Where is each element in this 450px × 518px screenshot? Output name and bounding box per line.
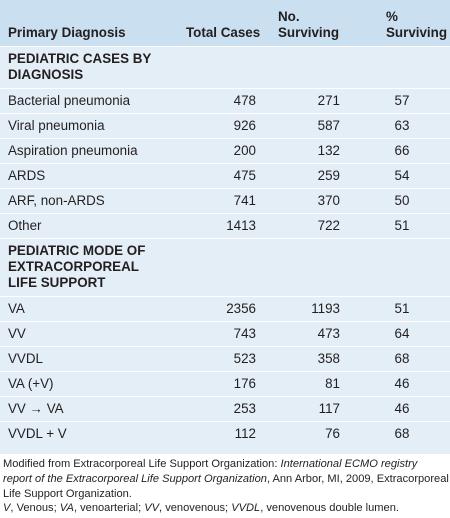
total-cases-cell: 1413 xyxy=(226,217,256,233)
row-label: ARDS xyxy=(8,167,46,183)
percent-surviving-cell: 68 xyxy=(394,425,410,441)
row-label: VA (+V) xyxy=(8,375,54,391)
row-label: Aspiration pneumonia xyxy=(8,142,138,158)
table-row: VVDL + V 112 76 68 xyxy=(0,421,450,446)
total-cases-cell: 2356 xyxy=(226,300,256,316)
percent-surviving-cell: 46 xyxy=(394,400,410,416)
abbr-term: V xyxy=(3,502,11,515)
no-surviving-cell: 370 xyxy=(317,192,340,208)
total-cases-cell: 926 xyxy=(233,117,256,133)
survival-table-panel: Primary Diagnosis Total Cases No. Surviv… xyxy=(0,0,450,454)
percent-surviving-cell: 64 xyxy=(394,325,410,341)
table-row: VV → VA 253 117 46 xyxy=(0,396,450,421)
no-surviving-cell: 722 xyxy=(317,217,340,233)
abbr-meaning: , venovenous double lumen. xyxy=(260,502,399,515)
table-row: ARF, non-ARDS 741 370 50 xyxy=(0,188,450,213)
no-surviving-cell: 132 xyxy=(317,142,340,158)
total-cases-cell: 176 xyxy=(233,375,256,391)
header-total-cases: Total Cases xyxy=(186,24,261,40)
total-cases-cell: 478 xyxy=(233,92,256,108)
source-note: Modified from Extracorporeal Life Suppor… xyxy=(3,457,449,501)
abbr-term: VVDL xyxy=(231,502,261,515)
abbr-meaning: , venovenous; xyxy=(159,502,232,515)
section-empty-cell xyxy=(176,238,264,296)
table-row: VA (+V) 176 81 46 xyxy=(0,371,450,396)
source-prefix: Modified from Extracorporeal Life Suppor… xyxy=(3,458,281,470)
total-cases-cell: 523 xyxy=(233,350,256,366)
row-label: ARF, non-ARDS xyxy=(8,192,105,208)
section-title: PEDIATRIC CASES BY DIAGNOSIS xyxy=(8,50,152,82)
header-primary-diagnosis: Primary Diagnosis xyxy=(8,24,126,40)
section-empty-cell xyxy=(176,46,264,88)
percent-surviving-cell: 63 xyxy=(394,117,410,133)
total-cases-cell: 200 xyxy=(233,142,256,158)
row-label: VVDL + V xyxy=(8,425,67,441)
table-row: VV 743 473 64 xyxy=(0,321,450,346)
no-surviving-cell: 473 xyxy=(317,325,340,341)
section-header-row: PEDIATRIC MODE OF EXTRACORPOREAL LIFE SU… xyxy=(0,238,450,296)
table-row: VA 2356 1193 51 xyxy=(0,296,450,321)
percent-surviving-cell: 51 xyxy=(394,300,410,316)
percent-surviving-cell: 50 xyxy=(394,192,410,208)
table-header-row: Primary Diagnosis Total Cases No. Surviv… xyxy=(0,0,450,46)
abbreviations-note: V, Venous; VA, venoarterial; VV, venoven… xyxy=(3,501,449,516)
table-footnote: Modified from Extracorporeal Life Suppor… xyxy=(3,457,449,516)
survival-table: Primary Diagnosis Total Cases No. Surviv… xyxy=(0,0,450,446)
percent-surviving-cell: 68 xyxy=(394,350,410,366)
percent-surviving-cell: 54 xyxy=(394,167,410,183)
total-cases-cell: 112 xyxy=(234,425,256,441)
row-label: Other xyxy=(8,217,42,233)
abbr-term: VV xyxy=(144,502,160,515)
source-title: International ECMO registry report of th… xyxy=(3,458,418,485)
no-surviving-cell: 259 xyxy=(317,167,340,183)
section-title: PEDIATRIC MODE OF EXTRACORPOREAL LIFE SU… xyxy=(8,242,146,290)
abbr-term: VA xyxy=(59,502,74,515)
no-surviving-cell: 81 xyxy=(325,375,340,391)
row-label: VV → VA xyxy=(8,400,64,416)
percent-surviving-cell: 46 xyxy=(394,375,410,391)
section-empty-cell xyxy=(264,238,354,296)
abbr-meaning: , Venous; xyxy=(10,502,60,515)
table-row: ARDS 475 259 54 xyxy=(0,163,450,188)
total-cases-cell: 253 xyxy=(233,400,256,416)
section-header-row: PEDIATRIC CASES BY DIAGNOSIS xyxy=(0,46,450,88)
section-empty-cell xyxy=(354,238,450,296)
percent-surviving-cell: 51 xyxy=(394,217,410,233)
total-cases-cell: 741 xyxy=(233,192,256,208)
table-row: VVDL 523 358 68 xyxy=(0,346,450,371)
no-surviving-cell: 587 xyxy=(317,117,340,133)
table-row: Viral pneumonia 926 587 63 xyxy=(0,113,450,138)
section-empty-cell xyxy=(264,46,354,88)
row-label: Bacterial pneumonia xyxy=(8,92,131,108)
no-surviving-cell: 76 xyxy=(325,425,340,441)
no-surviving-cell: 271 xyxy=(317,92,340,108)
section-empty-cell xyxy=(354,46,450,88)
no-surviving-cell: 358 xyxy=(317,350,340,366)
abbr-meaning: , venoarterial; xyxy=(73,502,145,515)
percent-surviving-cell: 66 xyxy=(394,142,410,158)
no-surviving-cell: 1193 xyxy=(311,300,340,316)
table-row: Bacterial pneumonia 478 271 57 xyxy=(0,88,450,113)
row-label: VA xyxy=(8,300,25,316)
total-cases-cell: 743 xyxy=(233,325,256,341)
table-row: Aspiration pneumonia 200 132 66 xyxy=(0,138,450,163)
row-label: Viral pneumonia xyxy=(8,117,105,133)
percent-surviving-cell: 57 xyxy=(394,92,410,108)
no-surviving-cell: 117 xyxy=(318,400,340,416)
table-row: Other 1413 722 51 xyxy=(0,213,450,238)
row-label: VV xyxy=(8,325,26,341)
header-no-surviving: No. Surviving xyxy=(278,8,340,40)
row-label: VVDL xyxy=(8,350,43,366)
total-cases-cell: 475 xyxy=(233,167,256,183)
header-percent-surviving: % Surviving xyxy=(386,8,448,40)
source-suffix: , Ann Arbor, MI, 2009, Extracorporeal Li… xyxy=(3,472,449,500)
